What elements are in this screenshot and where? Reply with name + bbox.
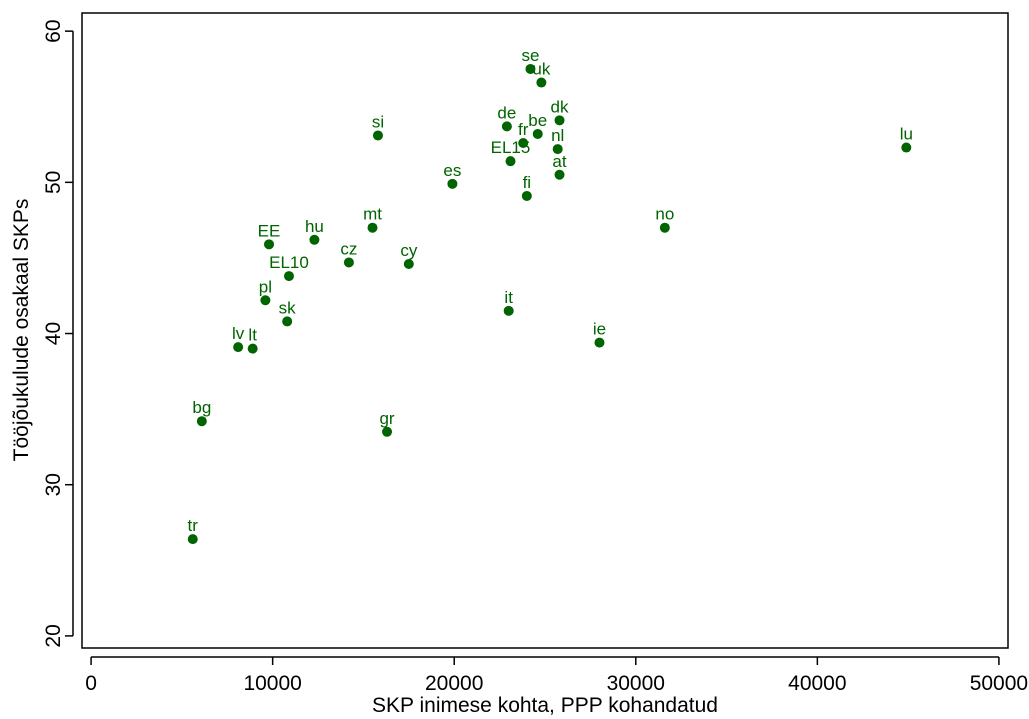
y-tick-label: 40: [42, 322, 65, 345]
data-point-at: [554, 169, 565, 180]
data-point-el10: [283, 271, 294, 282]
point-label-de: de: [497, 103, 516, 122]
point-label-sk: sk: [279, 298, 297, 317]
data-point-el15: [505, 156, 516, 167]
x-tick-label: 10000: [243, 672, 301, 695]
data-point-no: [659, 222, 670, 233]
y-tick-label: 50: [42, 171, 65, 194]
y-axis: 20 30 40 50 60: [42, 19, 74, 648]
data-point-dk: [554, 115, 565, 126]
data-point-fi: [521, 190, 532, 201]
data-point-pl: [260, 295, 271, 306]
data-point-bg: [196, 416, 207, 427]
point-label-uk: uk: [532, 60, 550, 79]
data-point-se: [525, 63, 536, 74]
data-point-lv: [233, 342, 244, 353]
x-tick-label: 20000: [425, 672, 483, 695]
point-label-fr: fr: [518, 120, 529, 139]
x-tick-label: 0: [85, 672, 97, 695]
y-tick-label: 60: [42, 19, 65, 42]
x-tick-label: 50000: [970, 672, 1028, 695]
point-label-gr: gr: [379, 409, 394, 428]
point-label-el15: EL15: [491, 138, 531, 157]
data-point-de: [501, 121, 512, 132]
data-point-es: [447, 178, 458, 189]
point-label-fi: fi: [523, 173, 532, 192]
point-label-el10: EL10: [269, 253, 309, 272]
data-point-be: [532, 128, 543, 139]
data-point-lu: [901, 142, 912, 153]
data-point-cz: [343, 257, 354, 268]
point-label-dk: dk: [551, 97, 569, 116]
point-label-es: es: [443, 161, 461, 180]
point-label-lu: lu: [900, 125, 913, 144]
y-axis-title: Tööjõukulude osakaal SKPs: [10, 199, 33, 462]
point-label-bg: bg: [192, 398, 211, 417]
data-point-fr: [518, 138, 529, 149]
point-label-cz: cz: [340, 239, 357, 258]
point-label-lt: lt: [248, 326, 257, 345]
data-point-si: [372, 130, 383, 141]
y-tick-label: 20: [42, 624, 65, 647]
data-point-it: [503, 305, 514, 316]
point-label-mt: mt: [363, 205, 382, 224]
data-point-nl: [552, 144, 563, 155]
data-point-uk: [536, 77, 547, 88]
x-tick-label: 40000: [788, 672, 846, 695]
data-point-hu: [309, 234, 320, 245]
point-label-tr: tr: [188, 516, 199, 535]
point-label-ee: EE: [258, 221, 281, 240]
data-point-gr: [382, 426, 393, 437]
point-label-be: be: [528, 111, 547, 130]
point-label-pl: pl: [259, 277, 272, 296]
data-point-ee: [264, 239, 275, 250]
plot-frame: [81, 12, 1009, 649]
x-axis: 0 10000 20000 30000 40000 50000: [85, 656, 1028, 695]
point-label-no: no: [655, 205, 674, 224]
point-label-se: se: [521, 46, 539, 65]
data-point-tr: [187, 534, 198, 545]
data-point-mt: [367, 222, 378, 233]
y-tick-label: 30: [42, 473, 65, 496]
point-label-it: it: [504, 288, 513, 307]
point-label-si: si: [372, 112, 384, 131]
data-point-cy: [403, 258, 414, 269]
point-label-hu: hu: [305, 217, 324, 236]
point-label-lv: lv: [232, 324, 245, 343]
point-label-cy: cy: [400, 241, 418, 260]
point-label-at: at: [552, 152, 566, 171]
data-point-lt: [247, 343, 258, 354]
point-label-nl: nl: [551, 126, 564, 145]
x-tick-label: 30000: [607, 672, 665, 695]
x-axis-title: SKP inimese kohta, PPP kohandatud: [372, 694, 718, 717]
point-label-ie: ie: [593, 320, 606, 339]
data-point-sk: [282, 316, 293, 327]
data-point-ie: [594, 337, 605, 348]
